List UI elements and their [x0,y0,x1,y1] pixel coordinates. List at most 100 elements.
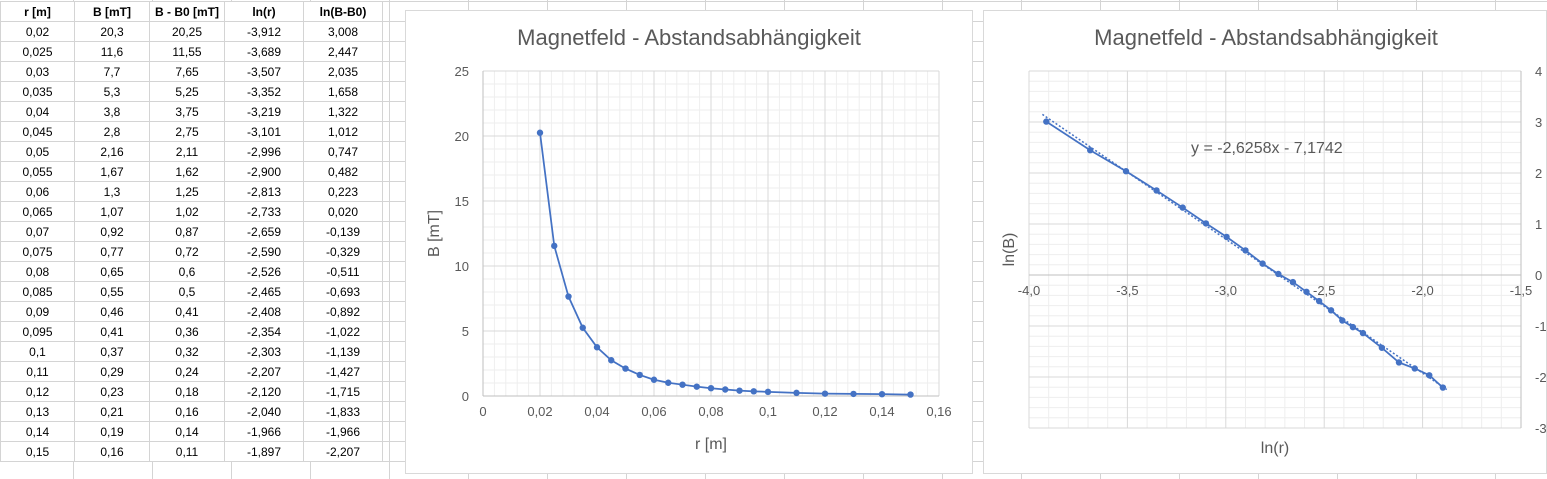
table-cell[interactable]: -1,966 [303,421,383,442]
table-cell[interactable]: 3,8 [74,101,150,122]
table-cell[interactable]: 1,25 [149,181,225,202]
table-cell[interactable]: -2,813 [224,181,304,202]
table-cell[interactable]: 0,23 [74,381,150,402]
table-cell[interactable]: 0,747 [303,141,383,162]
table-cell[interactable]: 1,02 [149,201,225,222]
column-header[interactable]: ln(r) [224,1,304,22]
table-cell[interactable]: 0,32 [149,341,225,362]
table-cell[interactable]: 0,77 [74,241,150,262]
table-cell[interactable]: 1,67 [74,161,150,182]
chart-log-log[interactable]: -4,0 -3,5 -3,0 -2,5 -2,0 -1,5 -3 -2 -1 0 1 2 3 4 Magne… [983,10,1547,474]
table-cell[interactable]: 20,3 [74,21,150,42]
chart-b-vs-r[interactable]: 0 0,02 0,04 0,06 0,08 0,1 0,12 0,14 0,16 0 5 10 15 20… [405,10,973,474]
table-cell[interactable]: -2,408 [224,301,304,322]
table-cell[interactable]: 0,92 [74,221,150,242]
table-cell[interactable]: 0,6 [149,261,225,282]
table-cell[interactable]: 0,11 [0,361,75,382]
table-cell[interactable]: 0,14 [0,421,75,442]
table-cell[interactable]: 0,19 [74,421,150,442]
table-cell[interactable]: -2,040 [224,401,304,422]
table-cell[interactable]: 0,41 [74,321,150,342]
table-cell[interactable]: 0,085 [0,281,75,302]
table-cell[interactable]: 0,065 [0,201,75,222]
table-cell[interactable]: 0,21 [74,401,150,422]
table-cell[interactable]: 0,65 [74,261,150,282]
table-cell[interactable]: 2,8 [74,121,150,142]
table-cell[interactable]: -3,912 [224,21,304,42]
table-cell[interactable]: -2,590 [224,241,304,262]
table-cell[interactable]: -2,526 [224,261,304,282]
table-cell[interactable]: -2,733 [224,201,304,222]
table-cell[interactable]: 0,223 [303,181,383,202]
column-header[interactable]: B - B0 [mT] [149,1,225,22]
table-cell[interactable]: -2,354 [224,321,304,342]
table-cell[interactable]: 2,035 [303,61,383,82]
table-cell[interactable]: 1,07 [74,201,150,222]
table-cell[interactable]: 20,25 [149,21,225,42]
table-cell[interactable]: 0,1 [0,341,75,362]
table-cell[interactable]: 0,07 [0,221,75,242]
table-cell[interactable]: -0,892 [303,301,383,322]
table-cell[interactable]: -3,219 [224,101,304,122]
table-cell[interactable]: -0,511 [303,261,383,282]
table-cell[interactable]: -1,715 [303,381,383,402]
table-cell[interactable]: 11,55 [149,41,225,62]
table-cell[interactable]: 0,18 [149,381,225,402]
table-cell[interactable]: 1,62 [149,161,225,182]
column-header[interactable]: r [m] [0,1,75,22]
column-header[interactable]: ln(B-B0) [303,1,383,22]
table-cell[interactable]: -1,427 [303,361,383,382]
table-cell[interactable]: -3,101 [224,121,304,142]
table-cell[interactable]: 0,12 [0,381,75,402]
table-cell[interactable]: -3,507 [224,61,304,82]
table-cell[interactable]: -3,689 [224,41,304,62]
table-cell[interactable]: 0,055 [0,161,75,182]
table-cell[interactable]: 7,7 [74,61,150,82]
table-cell[interactable]: 0,06 [0,181,75,202]
table-cell[interactable]: 0,020 [303,201,383,222]
table-cell[interactable]: 0,482 [303,161,383,182]
table-cell[interactable]: 0,13 [0,401,75,422]
table-cell[interactable]: 0,24 [149,361,225,382]
table-cell[interactable]: -2,659 [224,221,304,242]
table-cell[interactable]: -2,303 [224,341,304,362]
table-cell[interactable]: 0,075 [0,241,75,262]
table-cell[interactable]: 0,09 [0,301,75,322]
table-cell[interactable]: -1,897 [224,441,304,462]
table-cell[interactable]: -1,139 [303,341,383,362]
table-cell[interactable]: 7,65 [149,61,225,82]
table-cell[interactable]: 2,75 [149,121,225,142]
column-header[interactable]: B [mT] [74,1,150,22]
table-cell[interactable]: 0,03 [0,61,75,82]
table-cell[interactable]: -0,139 [303,221,383,242]
table-cell[interactable]: 0,04 [0,101,75,122]
table-cell[interactable]: -2,207 [303,441,383,462]
table-cell[interactable]: 0,05 [0,141,75,162]
table-cell[interactable]: 2,16 [74,141,150,162]
table-cell[interactable]: 0,87 [149,221,225,242]
table-cell[interactable]: 0,5 [149,281,225,302]
table-cell[interactable]: 1,3 [74,181,150,202]
table-cell[interactable]: 3,008 [303,21,383,42]
table-cell[interactable]: 1,322 [303,101,383,122]
table-cell[interactable]: 0,11 [149,441,225,462]
table-cell[interactable]: -2,900 [224,161,304,182]
table-cell[interactable]: 1,012 [303,121,383,142]
table-cell[interactable]: 1,658 [303,81,383,102]
table-cell[interactable]: 5,25 [149,81,225,102]
table-cell[interactable]: 0,025 [0,41,75,62]
table-cell[interactable]: 0,72 [149,241,225,262]
table-cell[interactable]: 0,29 [74,361,150,382]
table-cell[interactable]: -2,207 [224,361,304,382]
table-cell[interactable]: 0,08 [0,261,75,282]
table-cell[interactable]: 2,447 [303,41,383,62]
table-cell[interactable]: 0,55 [74,281,150,302]
table-cell[interactable]: 5,3 [74,81,150,102]
table-cell[interactable]: 0,095 [0,321,75,342]
table-cell[interactable]: 11,6 [74,41,150,62]
table-cell[interactable]: 0,46 [74,301,150,322]
table-cell[interactable]: 0,41 [149,301,225,322]
table-cell[interactable]: 0,045 [0,121,75,142]
table-cell[interactable]: 2,11 [149,141,225,162]
table-cell[interactable]: 0,14 [149,421,225,442]
